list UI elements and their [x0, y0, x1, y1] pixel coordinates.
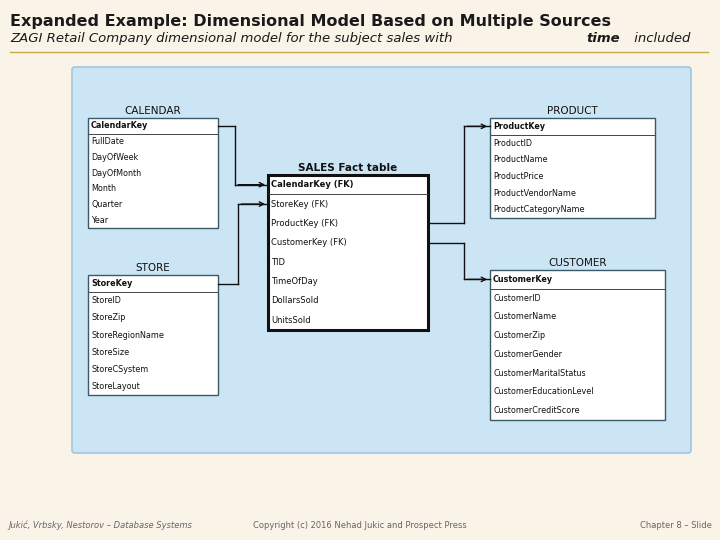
Text: CALENDAR: CALENDAR	[125, 106, 181, 116]
FancyBboxPatch shape	[72, 67, 691, 453]
Text: CalendarKey (FK): CalendarKey (FK)	[271, 180, 354, 189]
Text: ProductCategoryName: ProductCategoryName	[493, 205, 585, 214]
Text: Jukić, Vrbsky, Nestorov – Database Systems: Jukić, Vrbsky, Nestorov – Database Syste…	[8, 521, 192, 530]
Text: Chapter 8 – Slide: Chapter 8 – Slide	[640, 521, 712, 530]
Bar	[88, 118, 218, 228]
Text: Expanded Example: Dimensional Model Based on Multiple Sources: Expanded Example: Dimensional Model Base…	[10, 14, 611, 29]
Text: included: included	[630, 32, 690, 45]
Text: ProductID: ProductID	[493, 138, 532, 147]
Text: StoreRegionName: StoreRegionName	[91, 330, 164, 340]
Text: time: time	[587, 32, 620, 45]
Text: CustomerMaritalStatus: CustomerMaritalStatus	[493, 369, 585, 377]
Text: Copyright (c) 2016 Nehad Jukic and Prospect Press: Copyright (c) 2016 Nehad Jukic and Prosp…	[253, 521, 467, 530]
Text: ProductVendorName: ProductVendorName	[493, 188, 576, 198]
Text: FullDate: FullDate	[91, 137, 124, 146]
Text: StoreCSystem: StoreCSystem	[91, 365, 148, 374]
Text: UnitsSold: UnitsSold	[271, 316, 310, 325]
Text: StoreKey (FK): StoreKey (FK)	[271, 200, 328, 208]
Text: CustomerZip: CustomerZip	[493, 331, 545, 340]
Bar	[88, 275, 218, 395]
Text: ProductKey (FK): ProductKey (FK)	[271, 219, 338, 228]
Bar	[268, 175, 428, 330]
Text: ProductKey: ProductKey	[493, 122, 545, 131]
Text: CustomerID: CustomerID	[493, 294, 541, 302]
Text: StoreZip: StoreZip	[91, 313, 125, 322]
Text: CustomerCreditScore: CustomerCreditScore	[493, 406, 580, 415]
Text: Month: Month	[91, 184, 116, 193]
Text: CustomerName: CustomerName	[493, 312, 556, 321]
Text: StoreID: StoreID	[91, 296, 121, 305]
Text: StoreLayout: StoreLayout	[91, 382, 140, 391]
Text: StoreKey: StoreKey	[91, 279, 132, 288]
Text: CustomerEducationLevel: CustomerEducationLevel	[493, 387, 593, 396]
Text: CustomerKey: CustomerKey	[493, 275, 553, 284]
Text: SALES Fact table: SALES Fact table	[298, 163, 397, 173]
Text: CustomerKey (FK): CustomerKey (FK)	[271, 238, 347, 247]
Text: DayOfMonth: DayOfMonth	[91, 168, 141, 178]
Text: ProductName: ProductName	[493, 155, 547, 164]
Text: CalendarKey: CalendarKey	[91, 122, 148, 130]
Text: STORE: STORE	[135, 263, 171, 273]
Text: CustomerGender: CustomerGender	[493, 350, 562, 359]
Text: DollarsSold: DollarsSold	[271, 296, 318, 306]
Text: TimeOfDay: TimeOfDay	[271, 277, 318, 286]
Text: StoreSize: StoreSize	[91, 348, 129, 356]
Text: CUSTOMER: CUSTOMER	[548, 258, 607, 268]
Text: PRODUCT: PRODUCT	[547, 106, 598, 116]
Text: ProductPrice: ProductPrice	[493, 172, 544, 181]
Text: DayOfWeek: DayOfWeek	[91, 153, 138, 162]
Bar	[490, 270, 665, 420]
Bar	[490, 118, 655, 218]
Text: Quarter: Quarter	[91, 200, 122, 209]
Text: Year: Year	[91, 215, 108, 225]
Text: ZAGI Retail Company dimensional model for the subject sales with: ZAGI Retail Company dimensional model fo…	[10, 32, 456, 45]
Text: TID: TID	[271, 258, 285, 267]
